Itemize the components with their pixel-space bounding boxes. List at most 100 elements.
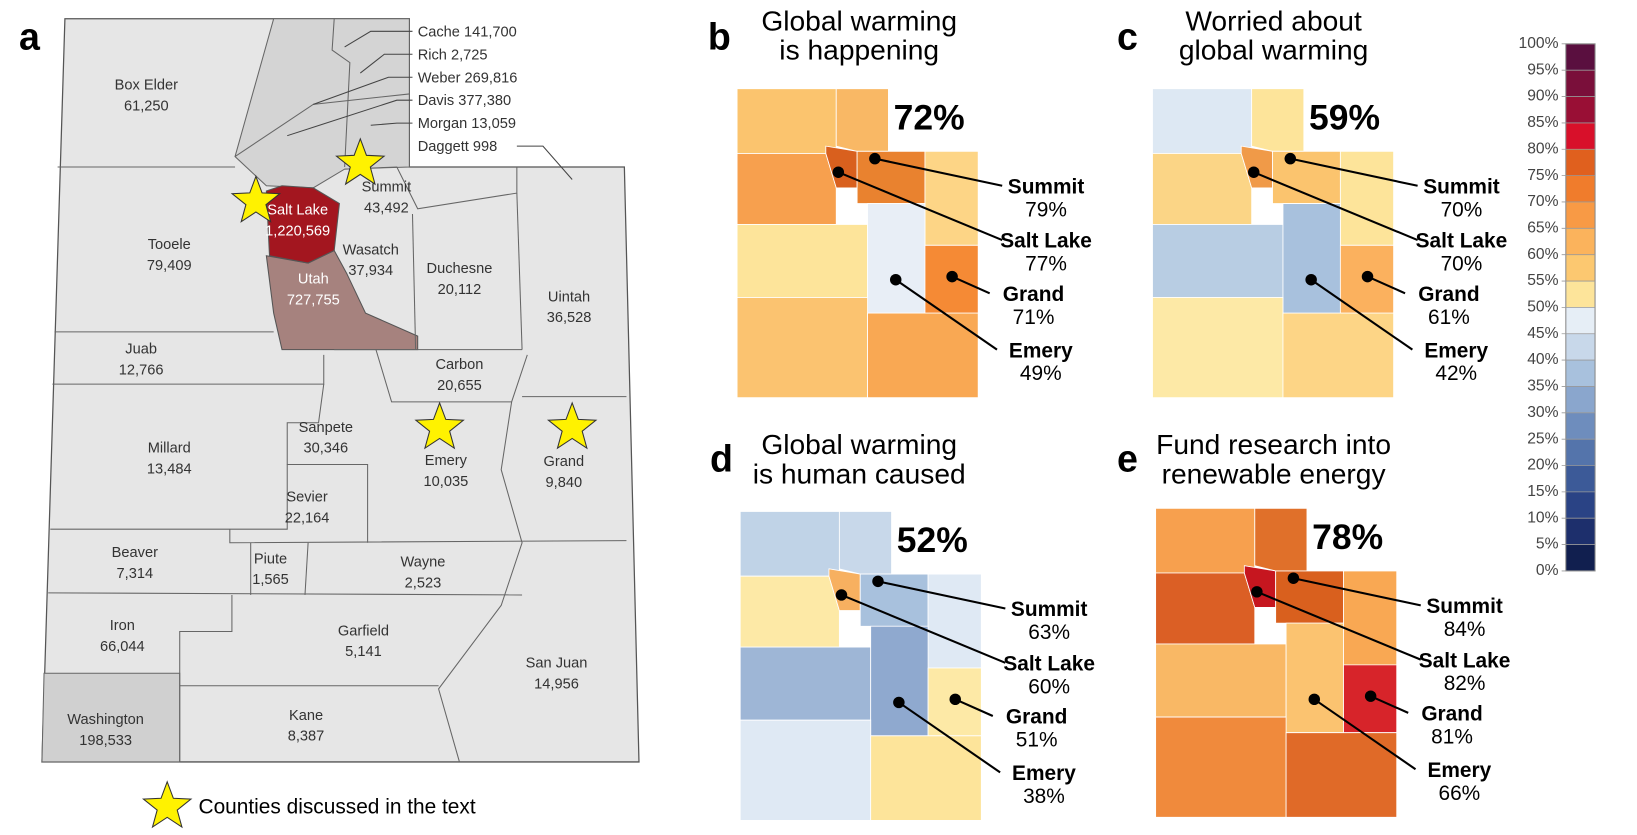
county-population: 727,755 bbox=[287, 292, 340, 308]
county-population: 269,816 bbox=[465, 70, 518, 86]
leader-line bbox=[1256, 590, 1422, 661]
county-region bbox=[1275, 570, 1344, 624]
colorbar-tick-label: 75% bbox=[1527, 167, 1558, 184]
callout-value: 66% bbox=[1438, 782, 1480, 805]
county-region bbox=[927, 573, 982, 669]
county-population: 43,492 bbox=[364, 201, 409, 217]
county-dot bbox=[949, 693, 961, 706]
county-name: Box Elder bbox=[115, 77, 178, 93]
county-dot bbox=[869, 152, 881, 165]
star bbox=[141, 780, 193, 829]
county-name: Daggett bbox=[418, 139, 469, 155]
colorbar-tick-label: 70% bbox=[1527, 193, 1558, 210]
county-region bbox=[736, 223, 868, 298]
colorbar-segment bbox=[1565, 518, 1596, 545]
colorbar-segment bbox=[1565, 254, 1596, 282]
leader-line bbox=[1367, 275, 1406, 295]
colorbar-tick-label: 35% bbox=[1527, 378, 1558, 395]
leader-line bbox=[895, 278, 998, 351]
county-dot bbox=[1308, 693, 1321, 706]
county-name: Sevier bbox=[286, 490, 328, 506]
county-name: Weber bbox=[418, 70, 461, 86]
county-region bbox=[1254, 507, 1308, 572]
county-region bbox=[739, 646, 872, 721]
county-population: 61,250 bbox=[124, 98, 169, 114]
county-population: 1,565 bbox=[252, 572, 289, 588]
callout-county: Grand bbox=[1003, 283, 1064, 306]
callout-county: Summit bbox=[1423, 175, 1500, 198]
leader-line bbox=[837, 171, 1003, 242]
listed-county: Davis 377,380 bbox=[418, 93, 511, 109]
callout-value: 63% bbox=[1028, 621, 1070, 644]
listed-county: Rich 2,725 bbox=[418, 47, 488, 63]
colorbar-tick-label: 10% bbox=[1527, 509, 1558, 526]
colorbar-tick-label: 25% bbox=[1527, 430, 1558, 447]
county-name: Iron bbox=[110, 618, 135, 634]
callout-county: Emery bbox=[1012, 762, 1076, 785]
county-region bbox=[1155, 716, 1287, 818]
callout-county: Summit bbox=[1011, 598, 1088, 621]
county-population: 141,700 bbox=[464, 24, 517, 40]
county-dot bbox=[946, 270, 958, 283]
county-boundaries bbox=[48, 18, 627, 763]
county-region bbox=[835, 88, 889, 152]
colorbar-segment bbox=[1565, 281, 1596, 308]
county-dot bbox=[1305, 273, 1317, 286]
callout-value: 70% bbox=[1441, 253, 1483, 276]
county-name: Rich bbox=[418, 47, 447, 63]
county-population: 8,387 bbox=[288, 729, 325, 745]
panel-label: b bbox=[708, 16, 731, 58]
county-name: Juab bbox=[125, 342, 157, 358]
county-region bbox=[1282, 203, 1341, 314]
colorbar-tick-label: 0% bbox=[1536, 562, 1559, 579]
salt-lake-county bbox=[265, 185, 340, 264]
county-region bbox=[867, 312, 979, 399]
leader-line bbox=[898, 701, 1001, 774]
colorbar-tick-label: 50% bbox=[1527, 299, 1558, 316]
county-population: 22,164 bbox=[285, 511, 330, 527]
colorbar-tick-label: 60% bbox=[1527, 246, 1558, 263]
county-population: 66,044 bbox=[100, 639, 145, 655]
callout-county: Summit bbox=[1426, 595, 1503, 618]
county-name: Garfield bbox=[338, 623, 389, 639]
panel-title: Worried about bbox=[1185, 4, 1362, 36]
county-name: Washington bbox=[67, 712, 144, 728]
colorbar-segment bbox=[1565, 175, 1596, 202]
legend-text: Counties discussed in the text bbox=[199, 795, 476, 818]
county-name: Utah bbox=[298, 272, 329, 288]
leader-line bbox=[1313, 698, 1417, 771]
county-population: 1,220,569 bbox=[265, 224, 330, 240]
county-name: Wasatch bbox=[343, 242, 399, 258]
county-region bbox=[1155, 572, 1256, 645]
utah-county-map bbox=[41, 18, 640, 763]
county-population: 13,059 bbox=[471, 116, 516, 132]
county-region bbox=[1152, 153, 1253, 225]
colorbar-tick-label: 65% bbox=[1527, 219, 1558, 236]
callout-value: 38% bbox=[1023, 785, 1065, 808]
county-population: 2,725 bbox=[451, 47, 488, 63]
colorbar-segment bbox=[1565, 43, 1596, 71]
county-map bbox=[739, 511, 982, 821]
county-map bbox=[1155, 507, 1398, 818]
statewide-value: 59% bbox=[1309, 97, 1380, 137]
leader-line bbox=[877, 580, 1006, 610]
colorbar: 100% 95% 90% 85% 80% 75% 70% 65% 60% 55% 50% 45% 40%… bbox=[1519, 35, 1596, 579]
colorbar-tick-label: 15% bbox=[1527, 483, 1558, 500]
listed-county: Cache 141,700 bbox=[418, 24, 517, 40]
county-region bbox=[859, 573, 929, 627]
panel-title: is human caused bbox=[753, 457, 966, 489]
county-region bbox=[870, 735, 982, 821]
statewide-value: 72% bbox=[894, 97, 965, 137]
callout-county: Emery bbox=[1427, 759, 1491, 782]
colorbar-segment bbox=[1565, 228, 1596, 255]
colorbar-segment bbox=[1565, 544, 1596, 571]
colorbar-tick-label: 95% bbox=[1527, 61, 1558, 78]
callout-value: 60% bbox=[1028, 675, 1070, 698]
leader-line bbox=[1253, 171, 1419, 242]
listed-county: Daggett 998 bbox=[418, 139, 498, 155]
county-region bbox=[1285, 732, 1398, 818]
callout-value: 71% bbox=[1013, 306, 1055, 329]
county-region bbox=[739, 511, 840, 577]
county-name: Millard bbox=[148, 441, 191, 457]
